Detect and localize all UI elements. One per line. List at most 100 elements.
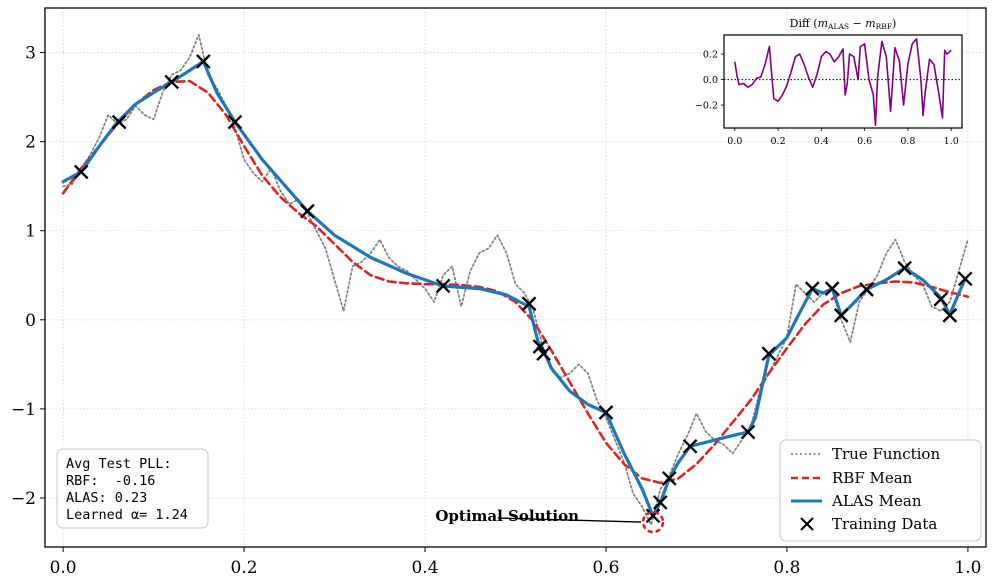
training-point-stroke-b <box>652 495 668 510</box>
training-point-stroke-b <box>833 308 849 323</box>
y-tick-label: 0 <box>25 311 36 331</box>
training-point <box>536 346 551 362</box>
training-point-stroke-b <box>598 405 614 420</box>
training-point-stroke-b <box>300 203 315 219</box>
y-tick-label: −1 <box>11 400 36 420</box>
inset-y-tick-label: 0.2 <box>703 50 718 61</box>
training-point-stroke-b <box>824 281 840 296</box>
annotation-label: Optimal Solution <box>435 507 579 525</box>
training-point-stroke-b <box>957 271 973 287</box>
stats-line-4: Learned α= 1.24 <box>66 507 188 523</box>
stats-line-1: Avg Test PLL: <box>66 456 172 472</box>
annotation-arrow <box>498 517 642 523</box>
series-line-rbf-mean <box>61 79 970 485</box>
training-point-stroke-b <box>645 508 661 524</box>
training-point <box>761 346 777 362</box>
inset-x-ticks: 0.0 0.2 0.4 0.6 0.8 1.0 <box>727 128 959 147</box>
training-point <box>740 424 756 440</box>
inset-y-tick-label: 0.0 <box>703 75 718 86</box>
training-point-stroke-b <box>682 438 698 454</box>
training-point-stroke-b <box>942 308 958 323</box>
x-tick-label: 0.0 <box>50 558 77 578</box>
y-tick-label: 1 <box>25 222 36 242</box>
stats-line-2: RBF: -0.16 <box>66 473 155 489</box>
inset-diff-line <box>734 38 952 127</box>
training-point <box>933 291 949 307</box>
training-point-stroke-b <box>661 471 677 486</box>
training-point-stroke-b <box>532 339 548 354</box>
legend-label-alas-mean: ALAS Mean <box>831 492 922 510</box>
axes <box>44 7 987 548</box>
training-point <box>521 296 537 312</box>
training-point <box>227 114 243 130</box>
training-point <box>652 495 668 510</box>
training-point-stroke-b <box>536 346 551 362</box>
y-tick-label: 3 <box>25 44 36 64</box>
training-point <box>942 308 958 323</box>
training-point-stroke-b <box>195 54 211 69</box>
inset-y-tick-label: −0.2 <box>695 101 718 112</box>
stats-line-3: ALAS: 0.23 <box>66 490 147 506</box>
training-point <box>435 278 451 294</box>
training-point-stroke-b <box>897 260 912 276</box>
training-point <box>661 471 677 486</box>
y-tick-labels: −2 −1 0 1 2 3 <box>11 44 45 509</box>
training-point <box>833 308 849 323</box>
training-point-stroke-b <box>933 291 949 307</box>
legend-frame <box>779 439 982 542</box>
training-markers <box>73 54 973 524</box>
legend-label-training-data: Training Data <box>832 515 937 533</box>
inset-diff-path <box>734 38 952 127</box>
training-point-stroke-b <box>73 164 89 180</box>
training-point-stroke-b <box>435 278 451 294</box>
inset-x-tick-label: 0.2 <box>771 136 786 147</box>
x-tick-labels: 0.0 0.2 0.4 0.6 0.8 1.0 <box>50 547 981 578</box>
optimal-solution-circle <box>641 510 665 534</box>
inset-x-tick-label: 0.4 <box>814 136 829 147</box>
training-point-stroke-b <box>761 346 777 362</box>
training-point-stroke-b <box>521 296 537 312</box>
training-point-stroke-b <box>740 424 756 440</box>
training-point <box>164 74 180 90</box>
x-tick-label: 1.0 <box>954 558 981 578</box>
training-point <box>804 281 820 296</box>
inset-x-tick-label: 1.0 <box>944 136 959 147</box>
training-point <box>73 164 89 180</box>
legend-label-rbf-mean: RBF Mean <box>832 469 913 487</box>
training-point-stroke-b <box>227 114 243 130</box>
inset-x-tick-label: 0.8 <box>900 136 915 147</box>
x-tick-label: 0.4 <box>411 558 438 578</box>
series-line-true-function <box>62 33 969 526</box>
x-tick-label: 0.6 <box>592 558 619 578</box>
training-point <box>645 508 661 524</box>
training-point <box>897 260 912 276</box>
legend-label-true-function: True Function <box>832 445 940 463</box>
stats-box-frame <box>56 448 209 529</box>
y-tick-label: −2 <box>11 489 36 509</box>
inset-x-tick-label: 0.0 <box>727 136 742 147</box>
training-point <box>859 282 874 297</box>
plot-frame <box>44 7 987 548</box>
training-point-stroke-b <box>164 74 180 90</box>
stats-box: Avg Test PLL: RBF: -0.16 ALAS: 0.23 Lear… <box>56 448 209 529</box>
annotation-group: Optimal Solution <box>435 507 665 534</box>
training-point-stroke-b <box>859 282 874 297</box>
training-point <box>532 339 548 354</box>
training-point <box>824 281 840 296</box>
training-point <box>300 203 315 219</box>
training-point-stroke-b <box>111 114 127 130</box>
x-tick-label: 0.2 <box>231 558 258 578</box>
training-point <box>195 54 211 69</box>
x-tick-label: 0.8 <box>773 558 800 578</box>
inset-x-tick-label: 0.6 <box>857 136 872 147</box>
training-point <box>111 114 127 130</box>
inset-diff-plot: 0.0 0.2 0.4 0.6 0.8 1.0 0.2 0.0 −0.2 Diff (mALA… <box>695 17 963 147</box>
legend: True Function RBF Mean ALAS Mean Trainin… <box>779 439 982 542</box>
training-point <box>957 271 973 287</box>
inset-title: Diff (mALAS − mRBF) <box>790 17 897 31</box>
legend-swatch-training-data <box>800 517 814 531</box>
y-tick-label: 2 <box>25 133 36 153</box>
training-point <box>598 405 614 420</box>
inset-y-ticks: 0.2 0.0 −0.2 <box>695 50 724 112</box>
